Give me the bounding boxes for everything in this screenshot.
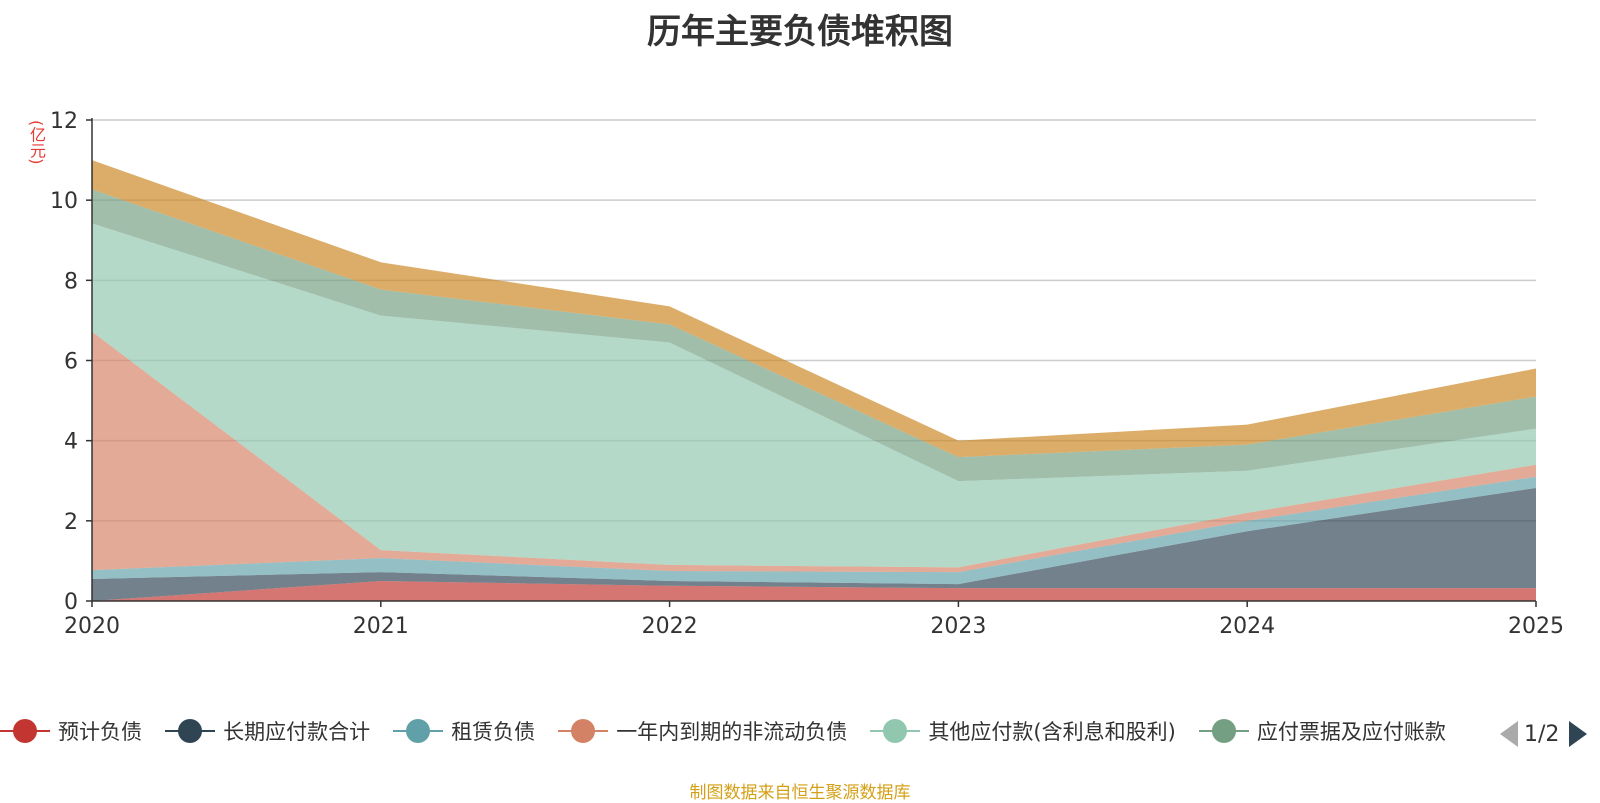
legend-dot (571, 719, 596, 743)
legend-pager: 1/2 (1500, 716, 1600, 752)
legend-label: 应付票据及应付账款 (1256, 720, 1446, 744)
y-tick-label: 12 (50, 109, 78, 134)
legend-label: 其他应付款(含利息和股利) (928, 720, 1176, 744)
legend-item[interactable]: 其他应付款(含利息和股利) (870, 716, 1176, 746)
y-tick-label: 6 (64, 350, 78, 375)
area-租赁负债 (92, 476, 1536, 585)
legend-marker-icon (1198, 718, 1249, 744)
legend-page-indicator: 1/2 (1524, 721, 1560, 747)
legend-dot (406, 719, 431, 743)
y-tick-label: 4 (64, 430, 78, 455)
legend-next-page-icon[interactable] (1569, 721, 1588, 747)
legend-item[interactable]: 长期应付款合计 (165, 716, 370, 746)
legend: 预计负债 长期应付款合计 租赁负债 一年内到期的非流动负债 其他应付款(含利息和… (0, 716, 1500, 752)
x-tick-label: 2025 (1508, 614, 1564, 639)
legend-dot (13, 719, 37, 743)
legend-label: 预计负债 (58, 720, 142, 744)
legend-item[interactable]: 预计负债 (0, 716, 142, 746)
area-其他应付款(含利息和股利) (92, 223, 1536, 568)
legend-label: 一年内到期的非流动负债 (616, 720, 848, 744)
x-tick-label: 2023 (930, 614, 986, 639)
legend-marker-icon (558, 718, 609, 744)
y-axis-unit-label: (亿元) (27, 120, 46, 165)
legend-prev-page-icon[interactable] (1500, 721, 1518, 747)
legend-marker-icon (165, 718, 216, 744)
y-tick-label: 8 (64, 269, 78, 294)
legend-dot (1211, 719, 1236, 743)
legend-marker-icon (870, 718, 921, 744)
x-tick-label: 2020 (64, 614, 120, 639)
legend-label: 长期应付款合计 (223, 720, 371, 744)
y-tick-label: 10 (50, 189, 78, 214)
legend-marker-icon (393, 718, 444, 744)
legend-dot (883, 719, 908, 743)
y-tick-label: 2 (64, 510, 78, 535)
area-一年内到期的非流动负债 (92, 331, 1536, 573)
legend-dot (178, 719, 203, 743)
legend-item[interactable]: 租赁负债 (393, 716, 535, 746)
legend-label: 租赁负债 (451, 720, 536, 744)
x-tick-label: 2022 (642, 614, 698, 639)
area-预计负债 (92, 580, 1536, 601)
chart-title: 历年主要负债堆积图 (647, 12, 953, 52)
x-tick-label: 2021 (353, 614, 409, 639)
legend-marker-icon (0, 718, 50, 744)
data-source-note: 制图数据来自恒生聚源数据库 (689, 783, 911, 803)
legend-item[interactable]: 应付票据及应付账款 (1198, 716, 1446, 746)
x-tick-label: 2024 (1219, 614, 1275, 639)
legend-item[interactable]: 一年内到期的非流动负债 (558, 716, 847, 746)
y-tick-label: 0 (64, 590, 78, 615)
area-长期应付款合计 (92, 487, 1536, 601)
stacked-area-chart: 0 2 4 6 8 10 12 2020 2021 2022 2023 2024 2025 (50, 109, 1564, 639)
